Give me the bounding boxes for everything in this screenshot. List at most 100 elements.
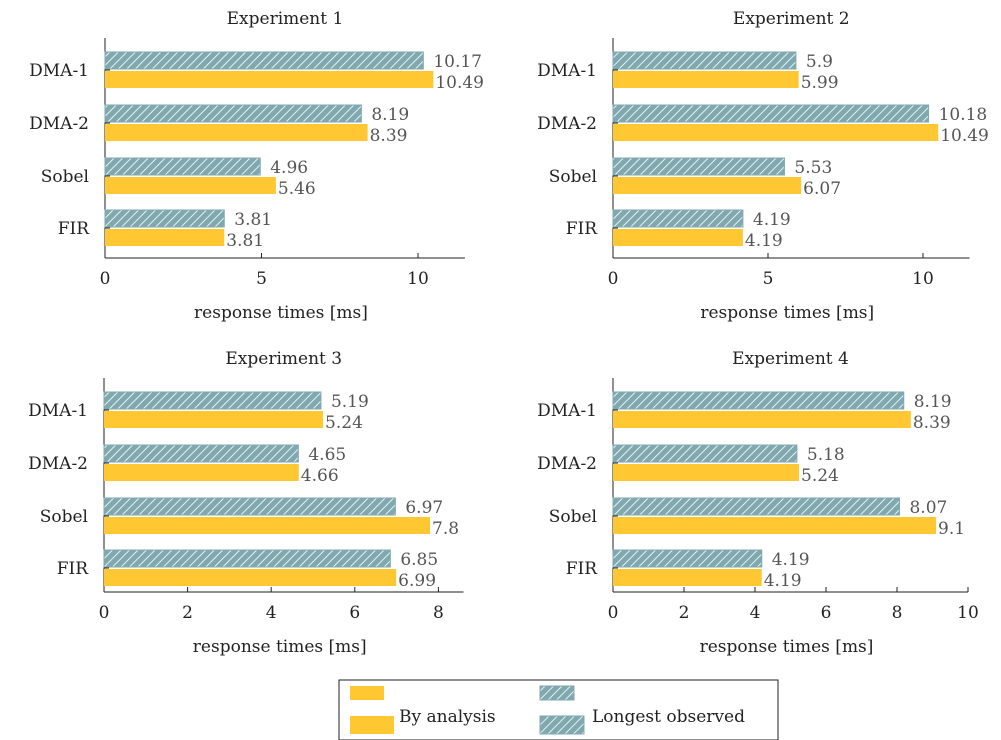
- bar-observed: [613, 550, 762, 567]
- bar-analysis: [105, 124, 368, 141]
- data-label-observed: 6.85: [400, 550, 438, 570]
- bar-analysis: [613, 124, 938, 141]
- bar-analysis: [105, 229, 224, 246]
- data-label-analysis: 5.46: [278, 179, 316, 199]
- x-tick-label: 0: [608, 603, 619, 623]
- x-tick-label: 10: [912, 269, 934, 289]
- y-tick-label: DMA-2: [537, 114, 597, 134]
- y-tick-label: Sobel: [549, 507, 597, 527]
- bar-observed: [613, 210, 743, 227]
- bar-analysis: [105, 71, 433, 88]
- x-axis-label: response times [ms]: [700, 637, 874, 657]
- bar-observed: [105, 210, 224, 227]
- chart-panel-4: Experiment 4 0 2 4 6 8 10 response times [ms] DM…: [537, 349, 979, 657]
- x-tick-label: 4: [266, 603, 277, 623]
- data-label-analysis: 6.07: [803, 179, 841, 199]
- bar-analysis: [105, 177, 276, 194]
- bar-analysis: [613, 71, 799, 88]
- data-label-observed: 4.19: [772, 550, 810, 570]
- bar-analysis: [104, 569, 396, 586]
- x-tick-label: 0: [99, 603, 110, 623]
- chart-title: Experiment 1: [227, 9, 344, 29]
- bar-observed: [104, 445, 298, 462]
- bar-observed: [105, 158, 260, 175]
- data-label-analysis: 8.39: [913, 413, 951, 433]
- legend-swatch-observed: [540, 686, 574, 700]
- legend-swatch-analysis: [350, 716, 394, 734]
- bar-observed: [613, 498, 899, 515]
- chart-panel-1: Experiment 1 0 5 10 response times [ms] DMA-1…: [29, 9, 484, 323]
- chart-panel-3: Experiment 3 0 2 4 6 8 response times [ms] DMA-…: [28, 349, 463, 657]
- bar-analysis: [104, 464, 299, 481]
- bar-analysis: [104, 517, 430, 534]
- legend-swatch-observed: [540, 716, 584, 734]
- legend-swatch-analysis: [350, 686, 384, 700]
- x-tick-label: 6: [821, 603, 832, 623]
- data-label-observed: 8.19: [914, 392, 952, 412]
- x-tick-label: 0: [100, 269, 111, 289]
- x-tick-label: 5: [763, 269, 774, 289]
- bar-observed: [613, 105, 929, 122]
- x-tick-label: 2: [679, 603, 690, 623]
- chart-title: Experiment 2: [733, 9, 850, 29]
- x-tick-label: 10: [957, 603, 979, 623]
- x-tick-label: 5: [256, 269, 267, 289]
- data-label-analysis: 5.99: [801, 73, 839, 93]
- y-tick-label: Sobel: [40, 507, 88, 527]
- bar-observed: [104, 498, 395, 515]
- bar-analysis: [613, 569, 762, 586]
- data-label-observed: 8.07: [909, 498, 947, 518]
- bar-observed: [105, 105, 361, 122]
- data-label-analysis: 9.1: [938, 519, 965, 539]
- x-tick-label: 0: [608, 269, 619, 289]
- data-label-observed: 3.81: [234, 210, 272, 230]
- y-tick-label: DMA-1: [28, 401, 88, 421]
- y-tick-label: FIR: [58, 219, 91, 239]
- x-axis-label: response times [ms]: [700, 303, 874, 323]
- data-label-analysis: 7.8: [432, 519, 459, 539]
- bar-observed: [613, 392, 904, 409]
- data-label-analysis: 4.19: [764, 571, 802, 591]
- bar-observed: [104, 392, 321, 409]
- legend-label-analysis: By analysis: [399, 707, 496, 727]
- data-label-analysis: 6.99: [398, 571, 436, 591]
- bar-analysis: [613, 517, 936, 534]
- data-label-analysis: 10.49: [435, 73, 484, 93]
- data-label-analysis: 3.81: [226, 231, 264, 251]
- bar-analysis: [104, 411, 323, 428]
- x-tick-label: 2: [182, 603, 193, 623]
- bar-observed: [104, 550, 390, 567]
- y-tick-label: DMA-2: [537, 454, 597, 474]
- bar-analysis: [613, 229, 743, 246]
- y-tick-label: FIR: [566, 559, 599, 579]
- legend: By analysis Longest observed: [339, 680, 778, 740]
- x-axis-label: response times [ms]: [194, 303, 368, 323]
- bar-observed: [613, 52, 796, 69]
- chart-panel-2: Experiment 2 0 5 10 response times [ms] DMA-1…: [537, 9, 989, 323]
- data-label-observed: 6.97: [405, 498, 443, 518]
- y-tick-label: FIR: [57, 559, 90, 579]
- bar-analysis: [613, 411, 911, 428]
- data-label-observed: 5.53: [794, 158, 832, 178]
- y-tick-label: DMA-2: [29, 114, 89, 134]
- data-label-observed: 10.17: [433, 52, 482, 72]
- bar-observed: [105, 52, 423, 69]
- panels: Experiment 1 0 5 10 response times [ms] DMA-1…: [28, 9, 989, 657]
- data-label-analysis: 5.24: [801, 466, 839, 486]
- data-label-analysis: 10.49: [940, 126, 989, 146]
- x-tick-label: 4: [750, 603, 761, 623]
- y-tick-label: DMA-1: [537, 61, 597, 81]
- chart-title: Experiment 4: [732, 349, 849, 369]
- x-tick-label: 8: [892, 603, 903, 623]
- data-label-analysis: 4.66: [301, 466, 339, 486]
- data-label-observed: 4.65: [308, 445, 346, 465]
- y-tick-label: DMA-2: [28, 454, 88, 474]
- y-tick-label: FIR: [566, 219, 599, 239]
- y-tick-label: DMA-1: [537, 401, 597, 421]
- bar-analysis: [613, 464, 799, 481]
- data-label-observed: 10.18: [939, 105, 988, 125]
- data-label-analysis: 8.39: [370, 126, 408, 146]
- bar-analysis: [613, 177, 801, 194]
- data-label-analysis: 4.19: [745, 231, 783, 251]
- data-label-observed: 5.9: [806, 52, 833, 72]
